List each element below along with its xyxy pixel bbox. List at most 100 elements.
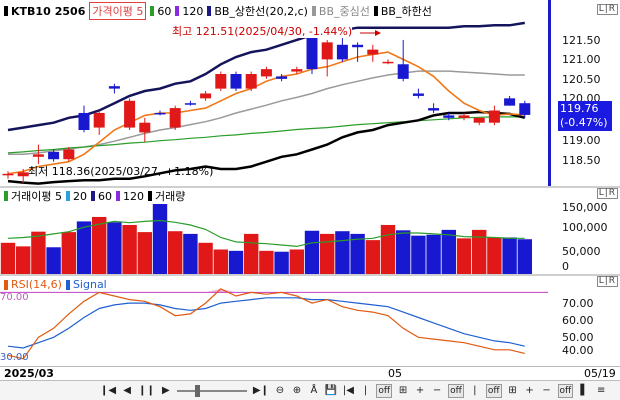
volume-bar — [61, 232, 76, 274]
next-button[interactable]: ▶ — [161, 385, 170, 396]
rsi-signal-line — [7, 297, 525, 349]
x-label-start: 2025/03 — [4, 367, 54, 380]
vol-ma2: 20 — [72, 189, 87, 203]
candle-body — [200, 93, 212, 99]
minus-icon[interactable]: − — [542, 385, 551, 396]
start-marker-icon[interactable]: |◀ — [342, 385, 354, 396]
current-price-badge: 119.76 (-0.47%) — [558, 101, 612, 131]
zoom-in-icon[interactable]: ⊕ — [292, 385, 302, 396]
ma60-legend: 60 — [157, 4, 172, 18]
minus-icon[interactable]: − — [432, 385, 442, 396]
volume-ma-line — [7, 219, 525, 248]
volume-legend: 거래이평 5 20 60 120 거래량 — [4, 188, 190, 204]
toggle-off-button[interactable]: off — [485, 383, 502, 398]
toggle-off-button[interactable]: off — [376, 383, 393, 398]
axis-divider — [548, 0, 551, 188]
rsi-tick: 40.00 — [562, 344, 594, 357]
rsi-corner-toggle[interactable]: L|R — [596, 276, 618, 287]
price-corner-toggle[interactable]: L|R — [596, 4, 618, 15]
price-chart[interactable] — [0, 0, 548, 188]
volume-bar — [152, 200, 168, 274]
toggle-off-button[interactable]: off — [448, 383, 464, 398]
scroll-slider[interactable] — [176, 384, 247, 398]
price-axis: L|R 121.50 121.00 120.50 120.00 119.00 1… — [548, 0, 620, 188]
current-change: (-0.47%) — [560, 116, 608, 129]
volume-bar — [517, 239, 532, 274]
candle-body — [108, 86, 120, 89]
volume-bar — [76, 221, 92, 274]
volume-axis: L|R 150,000 100,000 50,000 0 — [548, 188, 620, 274]
volume-bar — [320, 233, 335, 274]
volume-tick: 150,000 — [562, 201, 608, 214]
rsi-tick: 60.00 — [562, 314, 594, 327]
candle-body — [428, 108, 440, 111]
slider-thumb[interactable] — [194, 384, 200, 397]
save-icon[interactable]: 💾 — [324, 385, 338, 396]
font-icon[interactable]: Å — [310, 385, 318, 396]
candle-body — [321, 42, 333, 60]
rsi-pane[interactable]: RSI(14,6) Signal 70.00 30.00 — [0, 276, 548, 366]
first-page-button[interactable]: ❙◀ — [100, 385, 117, 396]
divider-icon[interactable]: | — [473, 385, 477, 396]
zoom-out-icon[interactable]: ⊖ — [275, 385, 285, 396]
volume-bar — [456, 238, 472, 274]
pause-button[interactable]: ❙❙ — [138, 385, 155, 396]
pane-separator[interactable] — [0, 274, 620, 276]
x-axis: 2025/03 05 05/19 — [0, 366, 620, 380]
plus-icon[interactable]: + — [525, 385, 534, 396]
candle-body — [32, 154, 44, 157]
current-price: 119.76 — [560, 102, 599, 115]
candle-body — [519, 103, 531, 115]
toggle-off-button[interactable]: off — [557, 383, 574, 398]
ma5-line — [7, 51, 525, 175]
volume-bar — [107, 222, 122, 274]
candle-body — [488, 110, 500, 123]
volume-tick: 0 — [562, 260, 569, 273]
candle-body — [458, 115, 470, 118]
volume-bar — [183, 233, 198, 274]
price-legend: KTB10 2506 가격이평 5 60 120 BB_상한선(20,2,c) … — [4, 2, 436, 20]
volume-tick: 50,000 — [562, 245, 601, 258]
rsi-legend: RSI(14,6) Signal — [4, 278, 111, 291]
candle-body — [367, 49, 379, 55]
cursor-line-icon[interactable]: | — [363, 385, 368, 396]
slider-track — [176, 389, 247, 392]
last-page-button[interactable]: ▶❙ — [252, 385, 269, 396]
signal-label: Signal — [72, 278, 107, 291]
vol-ma3: 60 — [97, 189, 112, 203]
plus-icon[interactable]: + — [415, 385, 425, 396]
grid-icon[interactable]: ⊞ — [508, 385, 517, 396]
bb-mid-legend: BB_중심선 — [318, 5, 370, 18]
x-label-mid: 05 — [388, 367, 402, 380]
price-tick: 118.50 — [562, 154, 601, 167]
candle-body — [154, 112, 166, 115]
price-ma-legend[interactable]: 가격이평 5 — [89, 2, 147, 20]
volume-bar — [396, 230, 411, 274]
price-tick: 119.00 — [562, 134, 601, 147]
candle-body — [260, 69, 272, 77]
volume-bar — [198, 242, 213, 274]
price-pane[interactable]: KTB10 2506 가격이평 5 60 120 BB_상한선(20,2,c) … — [0, 0, 548, 188]
pane-separator[interactable] — [0, 186, 620, 188]
volume-bar — [31, 231, 46, 274]
volume-corner-toggle[interactable]: L|R — [596, 188, 618, 199]
rsi-line — [7, 288, 525, 360]
volume-bar — [244, 233, 259, 274]
candle-body — [139, 122, 151, 133]
volume-bar — [259, 250, 274, 274]
bar-icon[interactable]: ▌ — [580, 385, 589, 396]
volume-pane[interactable]: 거래이평 5 20 60 120 거래량 — [0, 188, 548, 274]
volume-tick: 100,000 — [562, 221, 608, 234]
vol-label: 거래량 — [154, 190, 186, 203]
menu-icon[interactable]: ≡ — [597, 385, 606, 396]
rsi-tick: 70.00 — [562, 297, 594, 310]
price-tick: 121.00 — [562, 53, 601, 66]
rsi-chart[interactable] — [0, 276, 548, 366]
candle-body — [306, 35, 318, 70]
volume-bar — [16, 246, 31, 274]
volume-chart[interactable] — [0, 188, 548, 274]
prev-button[interactable]: ◀ — [123, 385, 131, 396]
grid-icon[interactable]: ⊞ — [398, 385, 408, 396]
price-tick: 120.50 — [562, 73, 601, 86]
volume-bar — [228, 250, 244, 274]
